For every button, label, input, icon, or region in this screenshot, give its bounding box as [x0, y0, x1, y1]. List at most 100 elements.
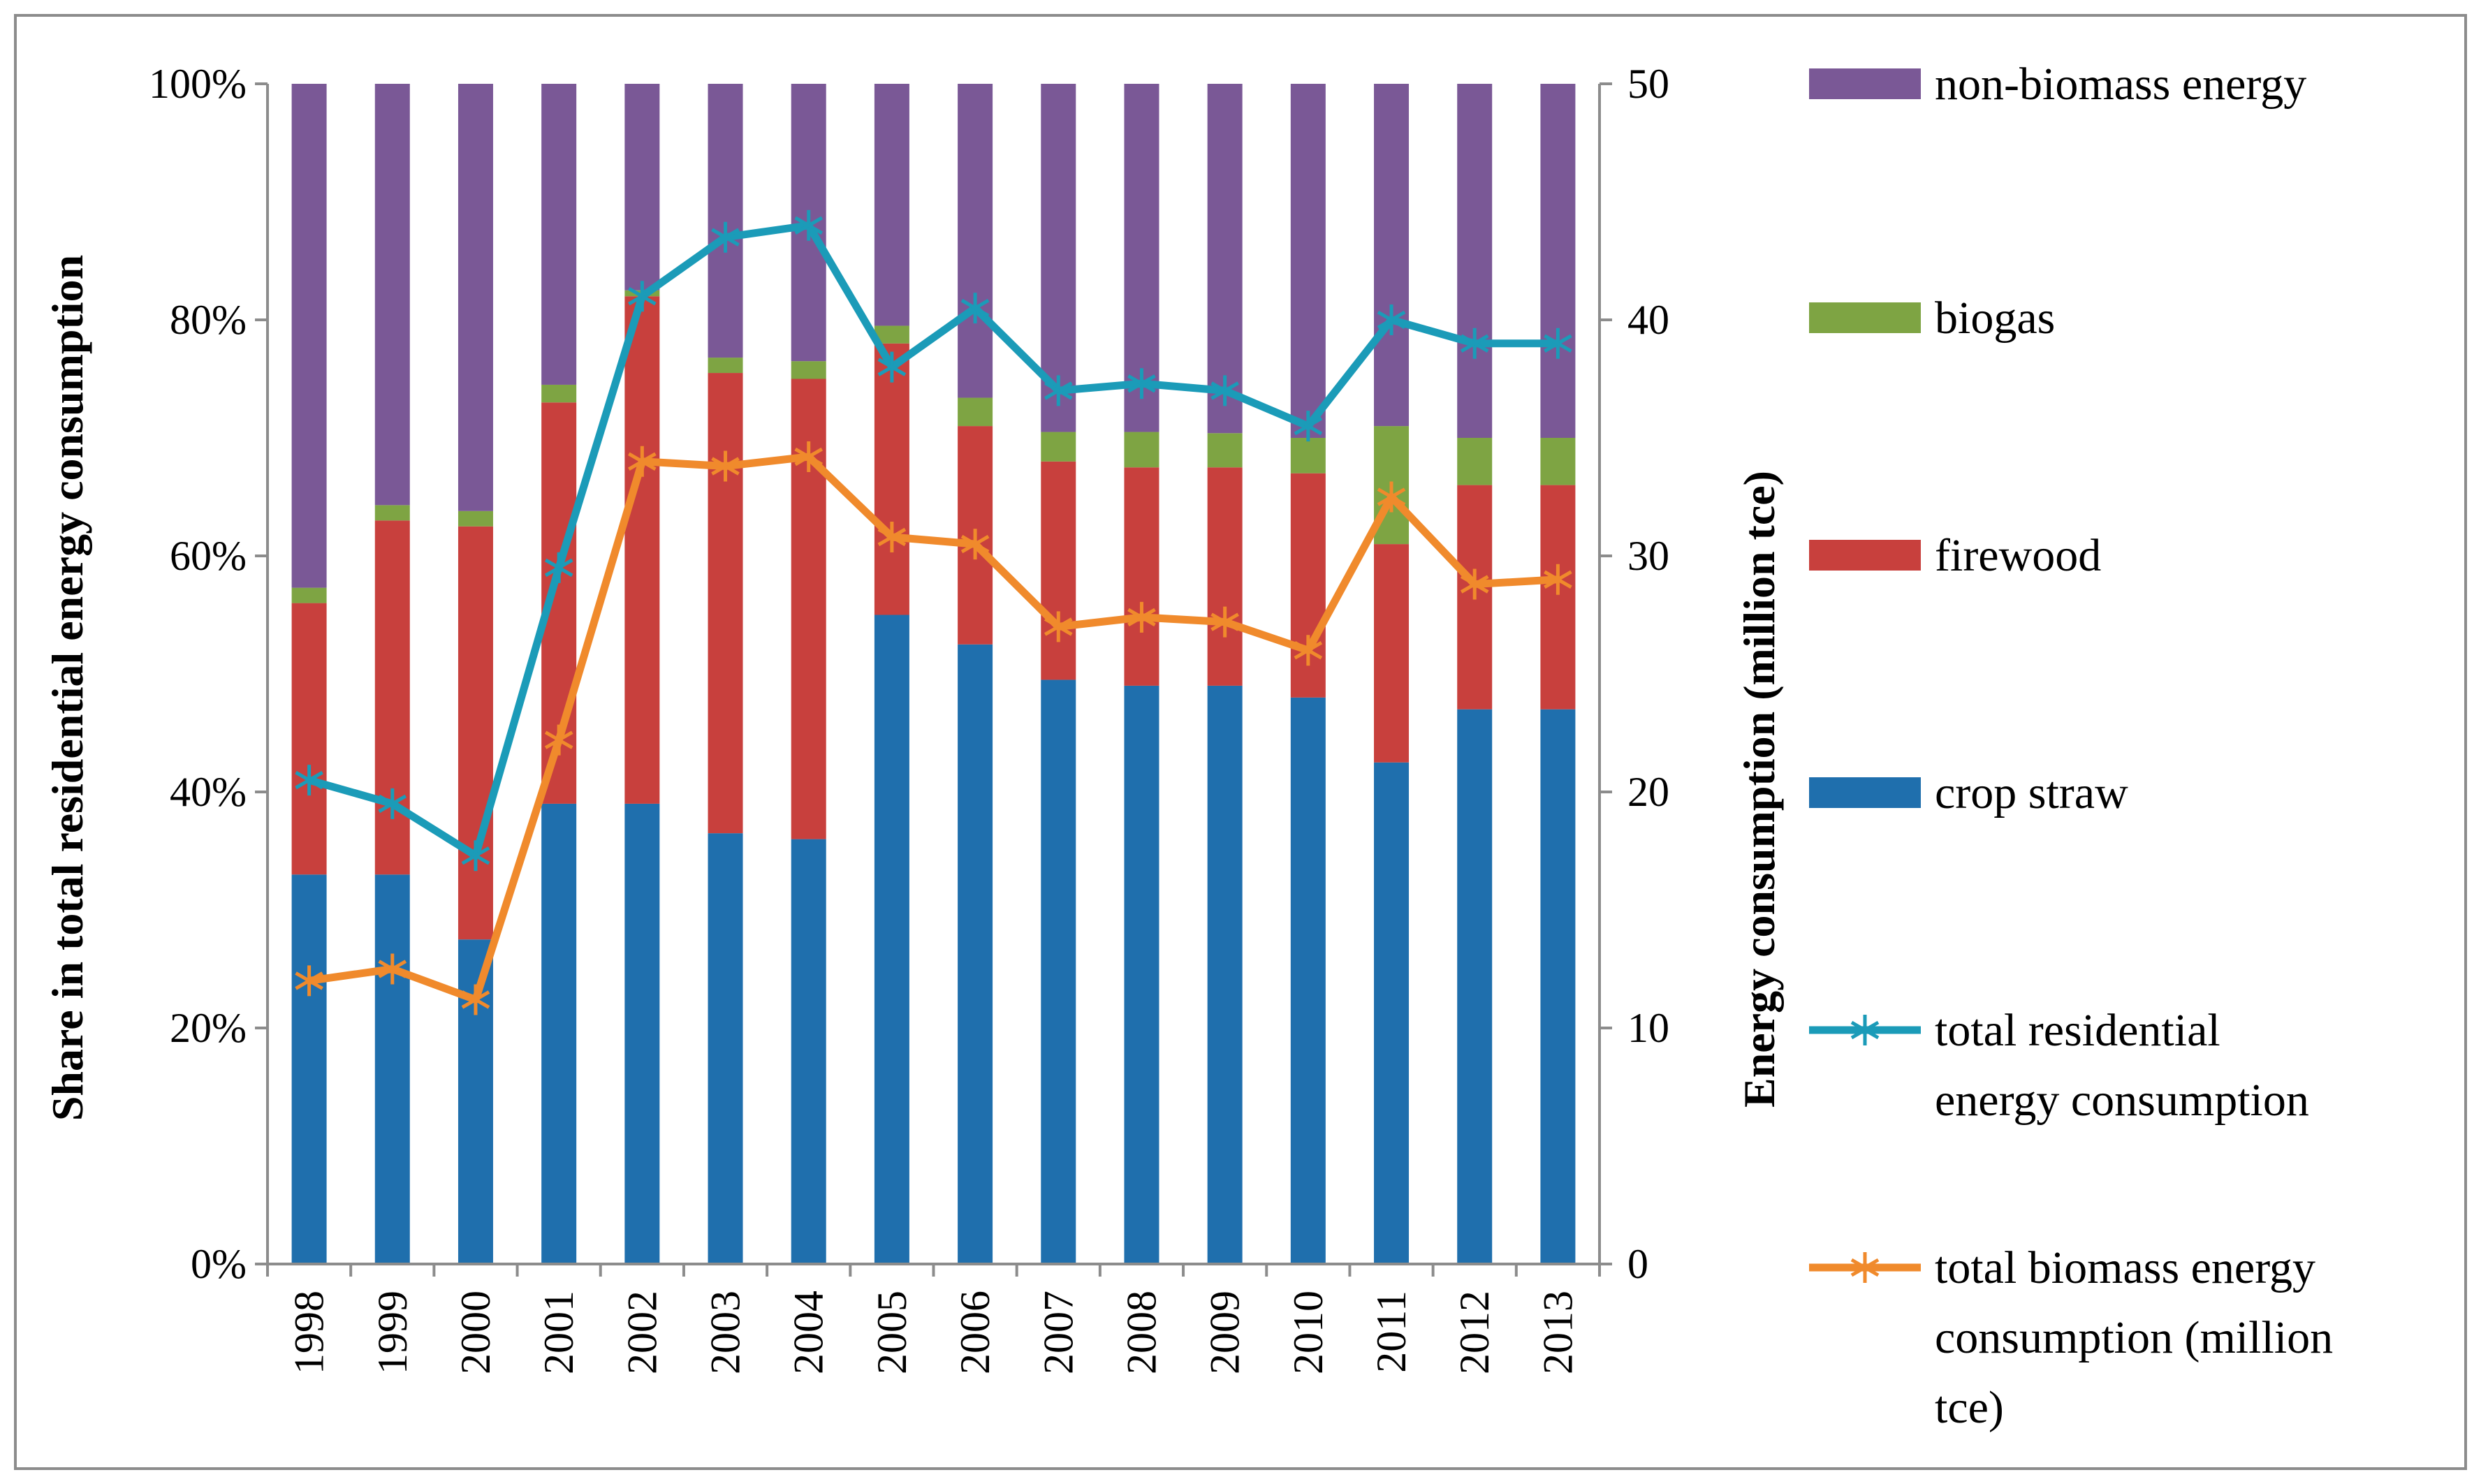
- legend-swatch: [1809, 68, 1921, 99]
- bar-crop-straw-2007: [1041, 679, 1076, 1264]
- marker-stroke: [877, 527, 907, 547]
- bar-non-biomass-energy-2003: [708, 84, 743, 358]
- legend-marker: [1850, 1252, 1880, 1283]
- legend-label: consumption (million: [1935, 1312, 2333, 1363]
- legend-label: crop straw: [1935, 767, 2128, 818]
- bar-crop-straw-2003: [708, 833, 743, 1264]
- bar-biogas-2007: [1041, 432, 1076, 462]
- point-2007: [1044, 611, 1073, 642]
- marker-stroke: [1294, 641, 1323, 660]
- legend-label: energy consumption: [1935, 1075, 2309, 1126]
- bar-crop-straw-2012: [1457, 709, 1493, 1264]
- point-2004: [794, 441, 824, 473]
- bar-non-biomass-energy-2013: [1540, 84, 1576, 438]
- right-tick-label: 40: [1627, 297, 1669, 343]
- x-tick-label-2002: 2002: [619, 1291, 665, 1374]
- bar-biogas-2010: [1290, 438, 1326, 473]
- point-2006: [960, 529, 990, 560]
- bar-biogas-2001: [541, 384, 577, 403]
- x-tick-label-2011: 2011: [1368, 1291, 1414, 1373]
- x-tick-label-1999: 1999: [369, 1291, 416, 1374]
- legend-item-non-biomass-energy: non-biomass energy: [1809, 59, 2306, 110]
- marker-stroke: [1377, 310, 1406, 330]
- bar-non-biomass-energy-2005: [874, 84, 909, 326]
- legend-swatch: [1809, 777, 1921, 808]
- left-tick-label: 80%: [170, 297, 247, 343]
- right-tick-label: 30: [1627, 533, 1669, 579]
- marker-stroke: [461, 990, 490, 1009]
- point-2009: [1210, 606, 1239, 638]
- x-tick-label-2003: 2003: [703, 1291, 749, 1374]
- marker-stroke: [1210, 381, 1239, 400]
- bar-firewood-1998: [291, 603, 327, 875]
- bar-non-biomass-energy-2006: [958, 84, 993, 398]
- legend-label: total residential: [1935, 1005, 2220, 1056]
- left-tick-label: 60%: [170, 533, 247, 579]
- legend-label: total biomass energy: [1935, 1242, 2315, 1293]
- legend-item-firewood: firewood: [1809, 530, 2101, 581]
- legend-item-biogas: biogas: [1809, 293, 2055, 344]
- marker-stroke: [711, 228, 740, 247]
- marker-stroke: [711, 457, 740, 476]
- marker-stroke: [794, 447, 824, 466]
- left-tick-label: 40%: [170, 769, 247, 815]
- point-2012: [1460, 328, 1489, 359]
- marker-stroke: [960, 534, 990, 554]
- point-2004: [794, 210, 824, 241]
- bar-crop-straw-2010: [1290, 697, 1326, 1264]
- x-tick-label-2000: 2000: [453, 1291, 499, 1374]
- legend-item-crop-straw: crop straw: [1809, 767, 2128, 818]
- bar-biogas-1998: [291, 587, 327, 603]
- point-2000: [461, 840, 490, 872]
- point-2000: [461, 984, 490, 1015]
- marker-stroke: [1044, 617, 1073, 636]
- marker-stroke: [960, 298, 990, 318]
- left-axis-title: Share in total residential energy consum…: [43, 255, 92, 1121]
- point-2005: [877, 351, 907, 383]
- axes-layer: [255, 82, 1612, 1277]
- point-2009: [1210, 375, 1239, 406]
- bar-non-biomass-energy-2010: [1290, 84, 1326, 438]
- marker-stroke: [1044, 381, 1073, 400]
- x-tick-label-2004: 2004: [786, 1291, 832, 1374]
- right-tick-label: 50: [1627, 61, 1669, 107]
- right-tick-label: 20: [1627, 769, 1669, 815]
- bar-crop-straw-1998: [291, 874, 327, 1264]
- legend-label: biogas: [1935, 293, 2055, 344]
- marker-stroke: [794, 216, 824, 235]
- point-2002: [628, 281, 657, 312]
- marker-stroke: [877, 358, 907, 376]
- bars-layer: [291, 84, 1576, 1264]
- bar-biogas-1999: [374, 505, 410, 521]
- x-tick-label-2012: 2012: [1451, 1291, 1498, 1374]
- point-2010: [1294, 635, 1323, 666]
- marker-stroke: [544, 730, 573, 749]
- bar-non-biomass-energy-2012: [1457, 84, 1493, 438]
- bar-non-biomass-energy-2011: [1374, 84, 1410, 427]
- point-2008: [1127, 601, 1156, 633]
- bar-biogas-2006: [958, 397, 993, 427]
- point-2012: [1460, 568, 1489, 600]
- bar-biogas-2008: [1124, 432, 1159, 468]
- line-total-biomass-energy-consumption-million-tce-: [308, 453, 1558, 1004]
- left-tick-label: 20%: [170, 1005, 247, 1051]
- left-tick-label: 0%: [191, 1241, 247, 1287]
- marker-stroke: [1210, 612, 1239, 631]
- point-2003: [711, 221, 740, 253]
- bar-biogas-2003: [708, 358, 743, 374]
- x-tick-label-2010: 2010: [1285, 1291, 1331, 1374]
- marker-stroke: [295, 971, 323, 990]
- bar-firewood-2003: [708, 373, 743, 834]
- point-2001: [544, 552, 573, 583]
- legend-label: firewood: [1935, 530, 2101, 581]
- point-1999: [378, 953, 407, 985]
- bar-biogas-2009: [1207, 433, 1243, 468]
- point-2010: [1294, 411, 1323, 442]
- marker-stroke: [295, 770, 323, 790]
- line-total-residential-energy-consumption: [308, 221, 1558, 860]
- bar-crop-straw-2001: [541, 803, 577, 1264]
- bar-firewood-2013: [1540, 485, 1576, 710]
- bar-non-biomass-energy-1999: [374, 84, 410, 506]
- point-2003: [711, 450, 740, 482]
